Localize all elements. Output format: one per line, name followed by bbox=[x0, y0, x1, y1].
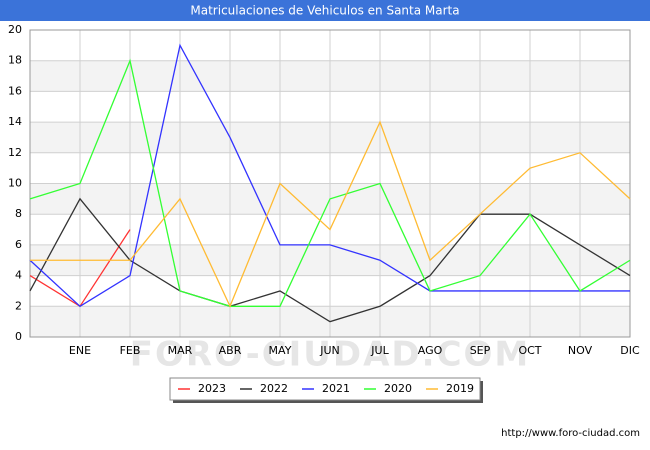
x-tick-label: AGO bbox=[418, 344, 443, 357]
y-tick-label: 4 bbox=[15, 269, 22, 282]
plot-border bbox=[29, 29, 631, 338]
x-tick-label: JUL bbox=[370, 344, 389, 357]
y-tick-label: 6 bbox=[15, 238, 22, 251]
series-line bbox=[29, 43, 630, 308]
title-bar bbox=[0, 0, 650, 21]
x-tick-label: NOV bbox=[568, 344, 593, 357]
y-tick-label: 12 bbox=[8, 146, 22, 159]
series-line bbox=[29, 58, 631, 307]
y-tick-label: 2 bbox=[15, 299, 22, 312]
y-tick-label: 18 bbox=[8, 54, 22, 67]
x-tick-label: SEP bbox=[470, 344, 491, 357]
x-tick-label: MAR bbox=[168, 344, 193, 357]
legend-label: 2019 bbox=[446, 382, 474, 395]
x-tick-label: JUN bbox=[319, 344, 340, 357]
series-line bbox=[30, 120, 631, 308]
x-tick-label: DIC bbox=[620, 344, 640, 357]
y-tick-label: 16 bbox=[8, 84, 22, 97]
y-tick-label: 8 bbox=[15, 207, 22, 220]
x-tick-label: ABR bbox=[219, 344, 242, 357]
y-tick-label: 14 bbox=[8, 115, 22, 128]
x-tick-label: ENE bbox=[69, 344, 91, 357]
y-tick-label: 0 bbox=[15, 330, 22, 343]
source: http://www.foro-ciudad.com bbox=[501, 428, 640, 439]
legend-label: 2022 bbox=[260, 382, 288, 395]
watermark: FORO-CIUDAD.COM bbox=[130, 335, 531, 375]
x-tick-label: FEB bbox=[120, 344, 141, 357]
legend-label: 2021 bbox=[322, 382, 350, 395]
legend-box bbox=[169, 377, 481, 401]
x-tick-label: MAY bbox=[269, 344, 292, 357]
x-tick-label: OCT bbox=[518, 344, 541, 357]
y-tick-label: 10 bbox=[8, 177, 22, 190]
legend-label: 2023 bbox=[198, 382, 226, 395]
y-tick-label: 20 bbox=[8, 23, 22, 36]
legend-label: 2020 bbox=[384, 382, 412, 395]
chart-title: Matriculaciones de Vehiculos en Santa Ma… bbox=[190, 4, 459, 18]
